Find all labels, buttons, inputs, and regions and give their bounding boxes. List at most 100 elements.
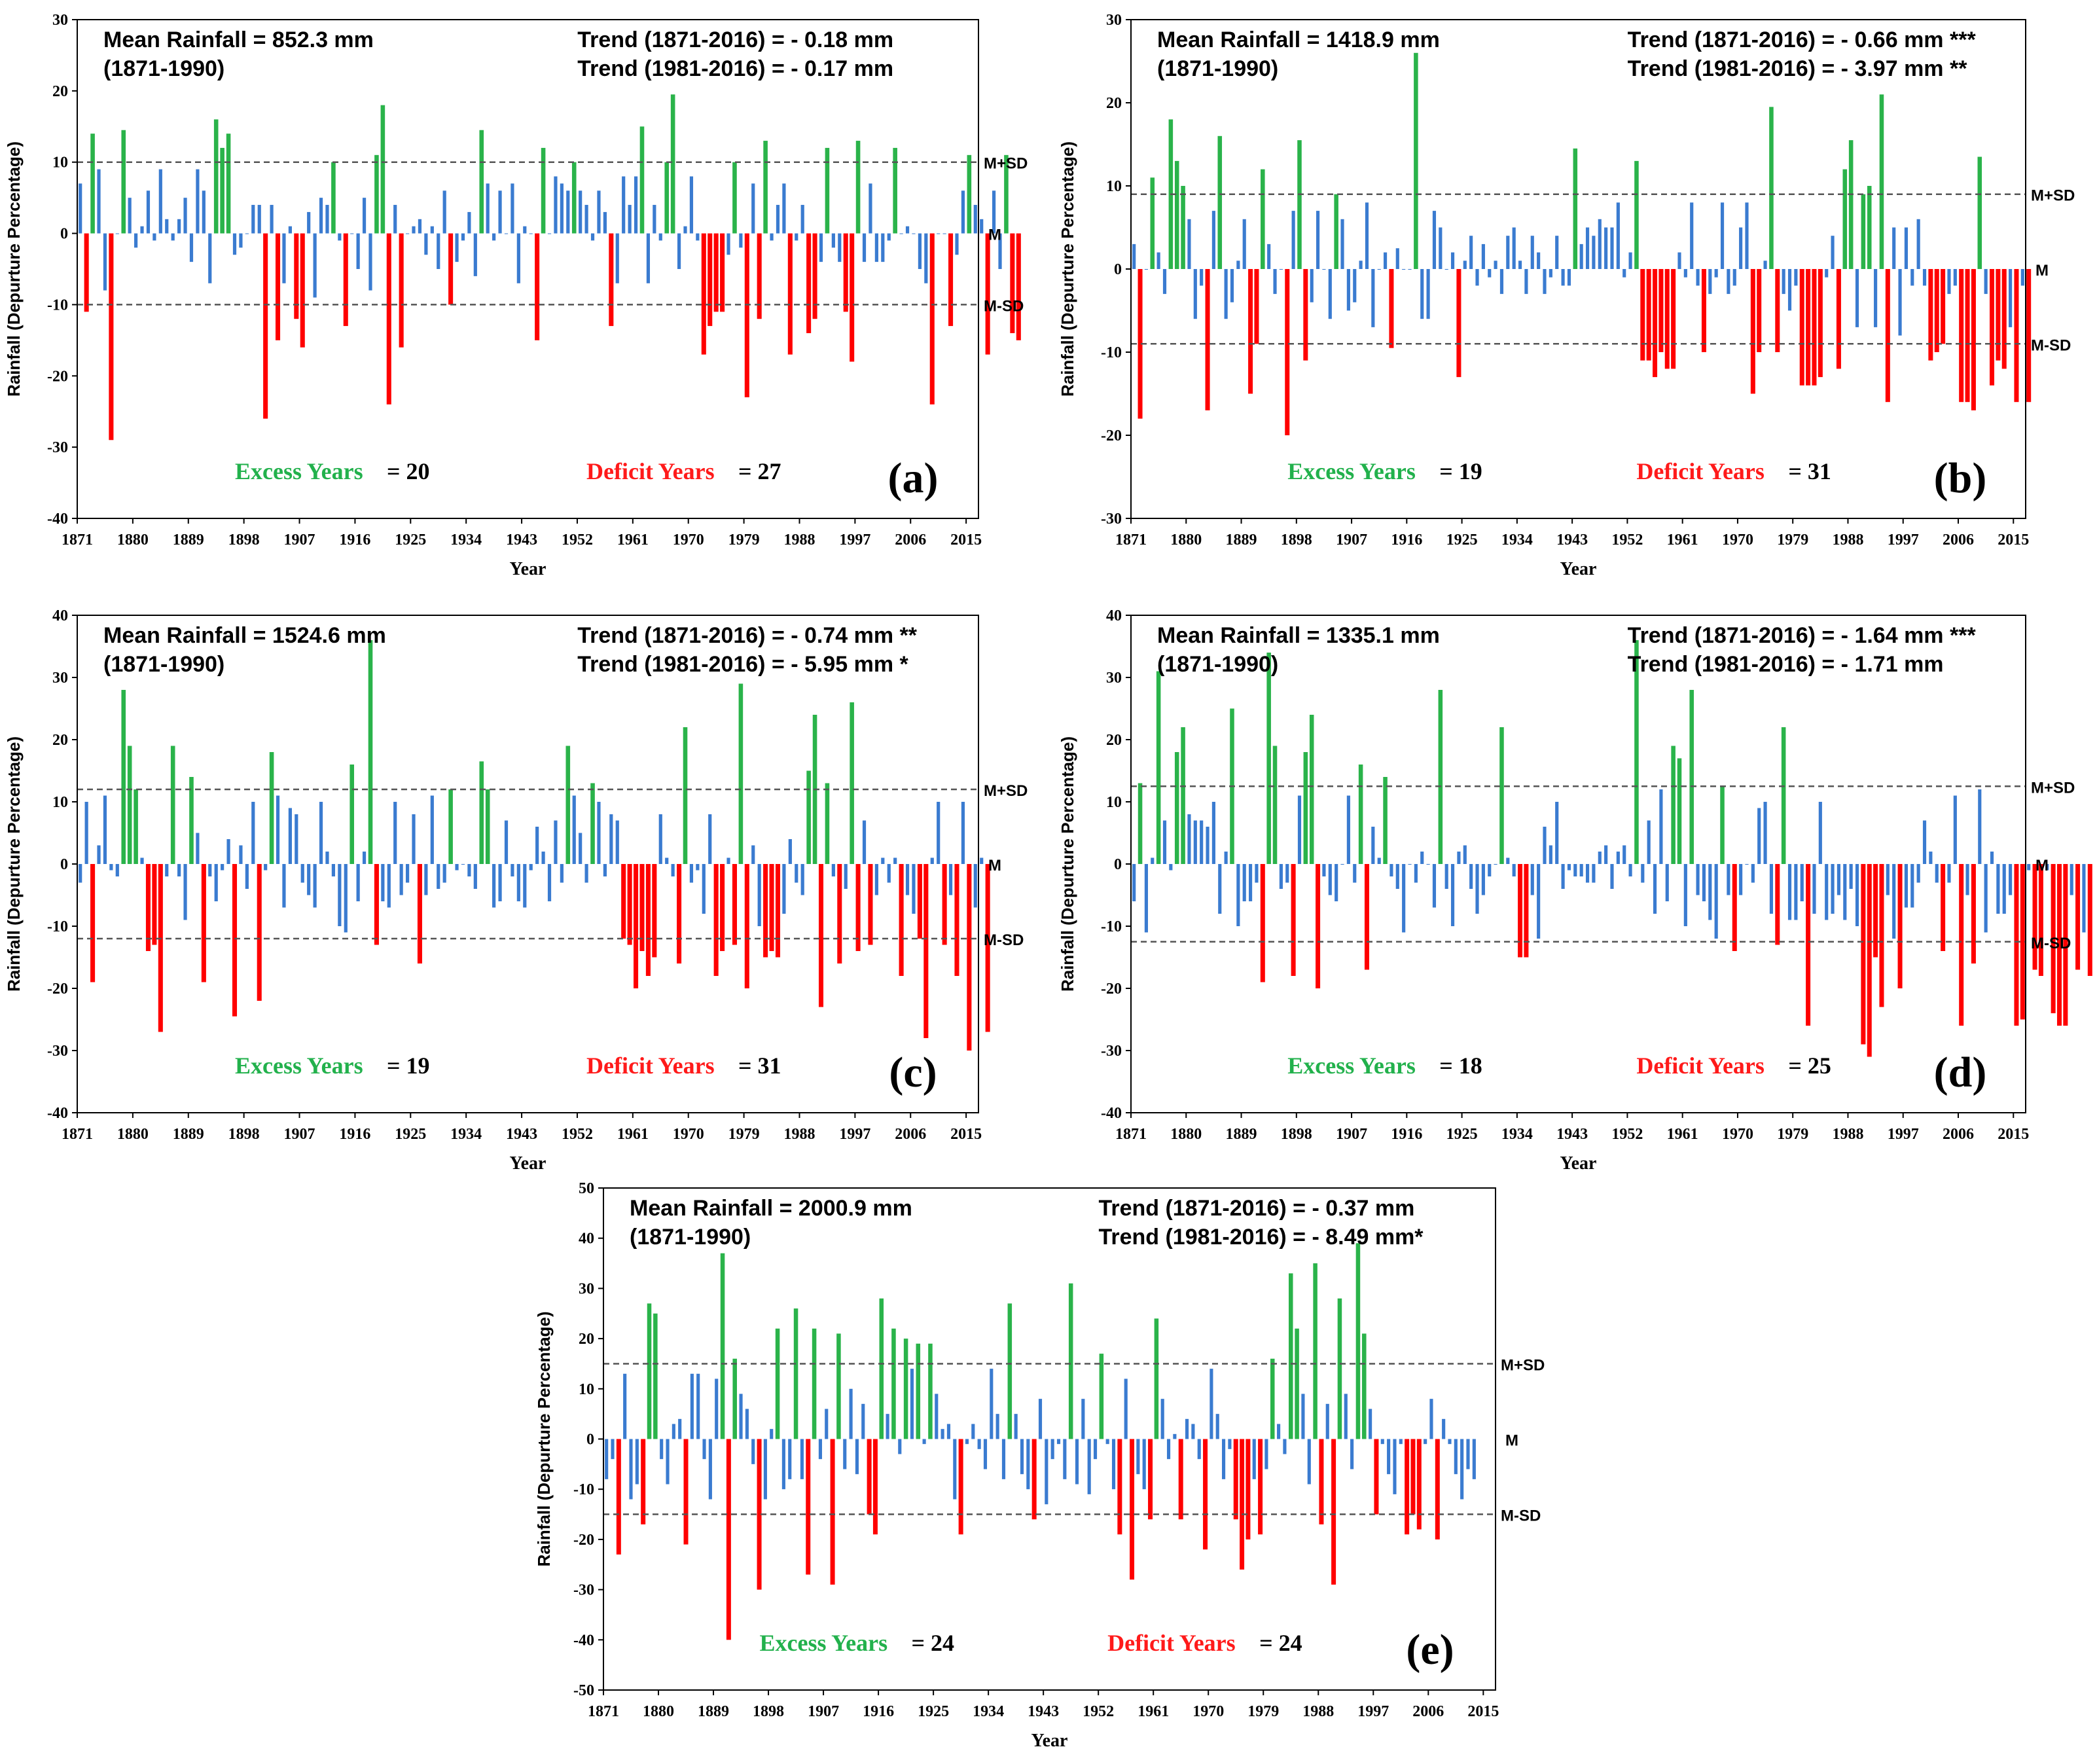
bar bbox=[1211, 211, 1215, 269]
bar bbox=[666, 1439, 670, 1485]
bar bbox=[800, 864, 804, 895]
bar bbox=[1848, 140, 1854, 269]
x-tick-label: 1934 bbox=[450, 531, 482, 549]
bar bbox=[838, 233, 842, 262]
bar bbox=[1337, 1298, 1342, 1439]
x-tick-label: 1889 bbox=[698, 1703, 729, 1720]
x-tick-label: 1961 bbox=[617, 531, 649, 549]
y-tick-label: 10 bbox=[1106, 178, 1122, 195]
bar bbox=[1215, 1414, 1219, 1439]
bar bbox=[2087, 864, 2092, 976]
bar bbox=[1405, 1439, 1410, 1535]
lower-sd-label: M-SD bbox=[984, 931, 1024, 949]
bar bbox=[1138, 783, 1143, 864]
bar bbox=[1457, 852, 1461, 864]
bar bbox=[189, 777, 194, 864]
bar bbox=[843, 233, 848, 312]
bar bbox=[690, 1373, 694, 1439]
bar bbox=[208, 233, 212, 283]
bar bbox=[350, 765, 354, 864]
x-tick-label: 1988 bbox=[783, 531, 815, 549]
bar bbox=[689, 864, 694, 883]
bar bbox=[1001, 1439, 1006, 1479]
x-axis-label: Year bbox=[510, 1153, 547, 1174]
bar bbox=[800, 205, 804, 234]
bar bbox=[84, 802, 88, 864]
bar bbox=[1264, 1439, 1268, 1469]
bar bbox=[1494, 261, 1497, 269]
bar bbox=[893, 147, 897, 234]
bar bbox=[232, 233, 237, 255]
bar bbox=[1429, 1399, 1433, 1439]
bar bbox=[1450, 252, 1455, 269]
x-tick-label: 1907 bbox=[1336, 531, 1367, 549]
bar bbox=[891, 1328, 896, 1439]
bar bbox=[1488, 269, 1492, 278]
bar bbox=[745, 1409, 749, 1439]
bar bbox=[1297, 795, 1302, 864]
panel-label: (c) bbox=[889, 1049, 937, 1096]
bar bbox=[958, 1439, 963, 1535]
bar bbox=[516, 864, 520, 901]
bar bbox=[732, 162, 737, 234]
mean-rainfall-text: Mean Rainfall = 852.3 mm bbox=[103, 27, 374, 52]
bar bbox=[221, 864, 224, 871]
bar bbox=[1174, 160, 1179, 269]
x-tick-label: 1889 bbox=[173, 531, 204, 549]
bar bbox=[140, 226, 144, 234]
bar bbox=[850, 702, 854, 864]
bar bbox=[1867, 186, 1872, 269]
bar bbox=[1224, 269, 1228, 319]
bar bbox=[1004, 154, 1009, 234]
bar bbox=[1291, 864, 1296, 976]
x-tick-label: 1898 bbox=[228, 531, 260, 549]
bar bbox=[1313, 1263, 1317, 1439]
bar bbox=[1892, 227, 1896, 269]
bar bbox=[523, 226, 527, 234]
bar bbox=[1916, 864, 1920, 883]
mean-rainfall-text: Mean Rainfall = 1524.6 mm bbox=[103, 623, 386, 648]
bar bbox=[971, 1424, 975, 1439]
mean-rainfall-text: Mean Rainfall = 1335.1 mm bbox=[1157, 623, 1440, 648]
bar bbox=[565, 746, 571, 864]
bar bbox=[1402, 864, 1406, 933]
x-tick-label: 1889 bbox=[173, 1126, 204, 1143]
bar bbox=[1424, 1439, 1427, 1445]
bar bbox=[831, 233, 835, 248]
bar bbox=[1162, 820, 1167, 864]
bar bbox=[1622, 269, 1626, 278]
bar bbox=[1524, 864, 1529, 958]
x-tick-label: 1988 bbox=[1832, 1126, 1863, 1143]
bar bbox=[806, 1439, 811, 1575]
bar bbox=[165, 864, 169, 876]
x-tick-label: 2006 bbox=[895, 1126, 926, 1143]
bar bbox=[1665, 864, 1669, 901]
trend-1871-2016: Trend (1871-2016) = - 0.66 mm *** bbox=[1628, 27, 1977, 52]
bar bbox=[362, 852, 367, 864]
bar bbox=[79, 864, 82, 883]
bar bbox=[485, 789, 490, 864]
bar bbox=[1260, 864, 1265, 982]
bar bbox=[1068, 1283, 1073, 1439]
x-tick-label: 1907 bbox=[284, 1126, 315, 1143]
bar bbox=[368, 640, 373, 864]
bar bbox=[1374, 1439, 1379, 1515]
bar bbox=[1610, 864, 1614, 889]
y-tick-label: 0 bbox=[586, 1431, 594, 1449]
x-tick-label: 2006 bbox=[1943, 1126, 1974, 1143]
bar bbox=[941, 1429, 944, 1439]
bar bbox=[1831, 864, 1835, 914]
x-tick-label: 1943 bbox=[506, 1126, 537, 1143]
x-tick-label: 1979 bbox=[1777, 1126, 1808, 1143]
bar bbox=[1488, 864, 1492, 876]
y-tick-label: -30 bbox=[1101, 511, 1122, 528]
bar bbox=[442, 864, 446, 883]
bar bbox=[1151, 857, 1155, 864]
bar bbox=[393, 802, 397, 864]
y-tick-label: 0 bbox=[60, 226, 68, 243]
bar bbox=[1708, 269, 1712, 295]
deficit-years-label: Deficit Years bbox=[1636, 1053, 1765, 1079]
bar bbox=[300, 864, 304, 883]
bar bbox=[1658, 269, 1664, 352]
bar bbox=[1174, 752, 1179, 864]
